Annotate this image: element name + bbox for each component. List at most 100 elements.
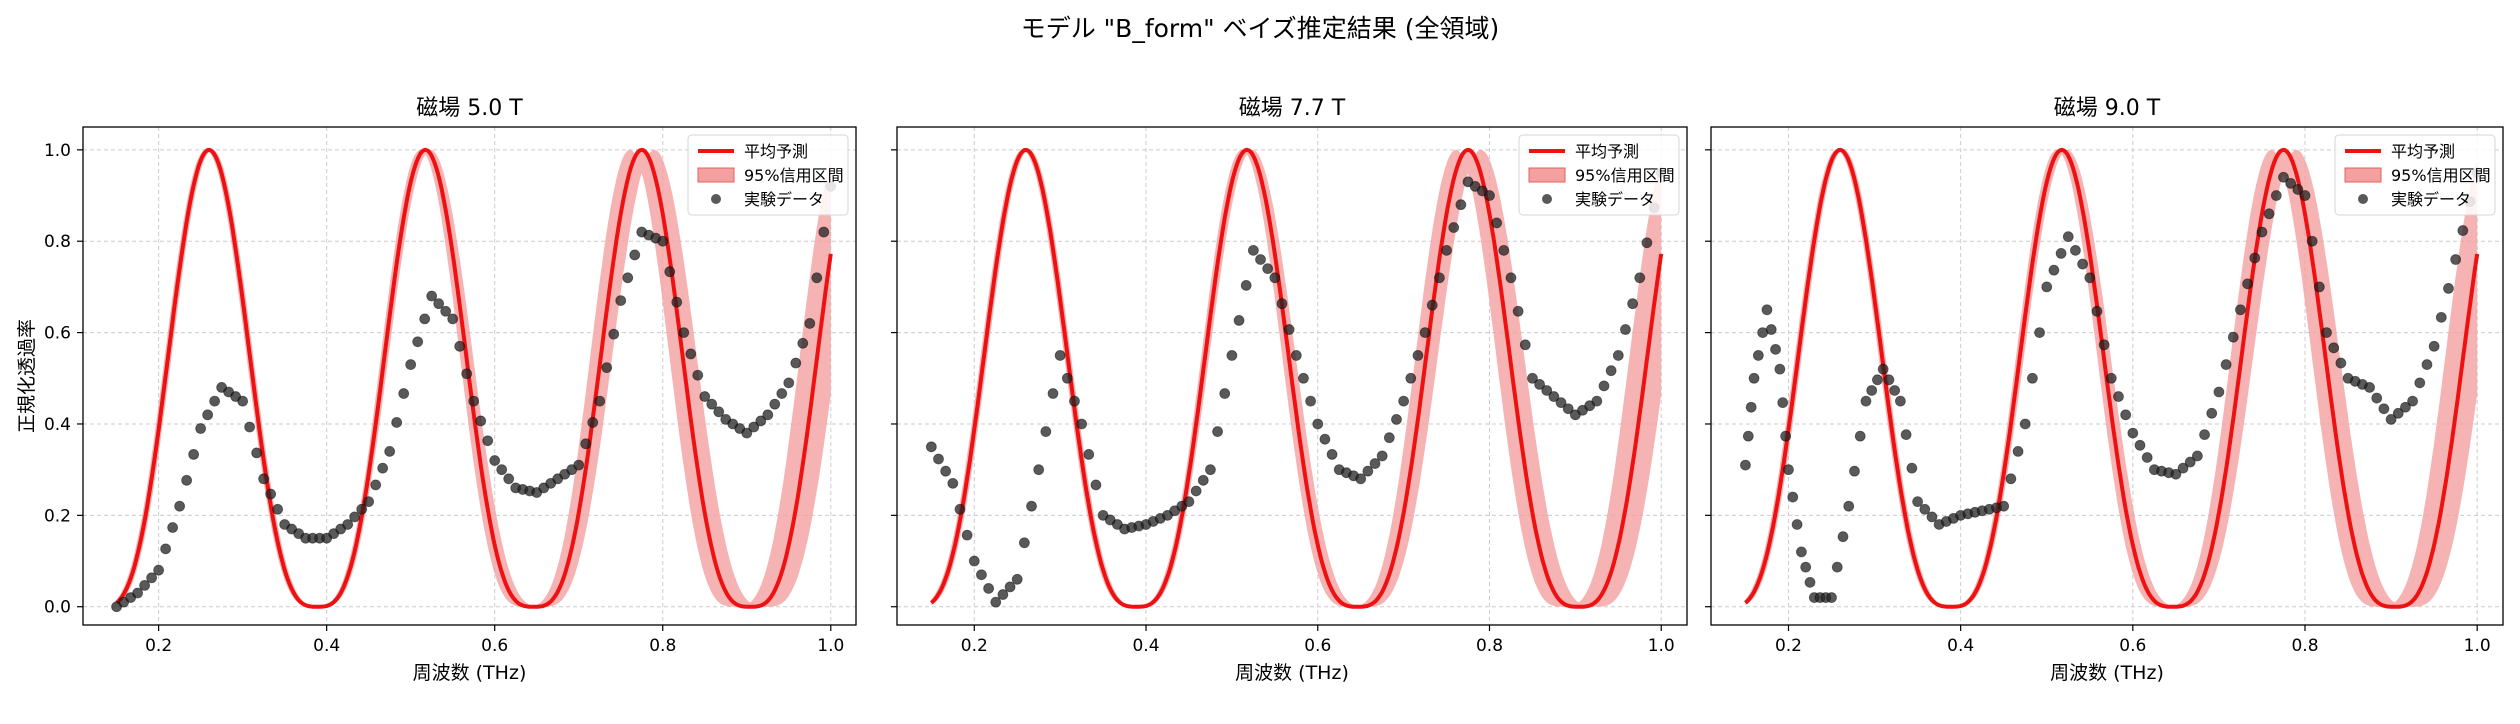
data-point	[1076, 418, 1088, 430]
mean-prediction-line	[930, 147, 1664, 609]
chart-panel-2: 0.2 0.4 0.6 0.8 1.0 磁場 7.7 T 周波数 (THz) 平均予測 95%信…	[891, 96, 1688, 684]
data-point	[377, 462, 389, 474]
data-point	[1498, 244, 1510, 256]
data-point	[657, 235, 669, 247]
data-point	[804, 318, 816, 329]
x-tick-label: 0.8	[1476, 636, 1503, 656]
data-point	[1926, 511, 1938, 523]
data-point	[2048, 264, 2060, 276]
x-tick-label: 0.4	[313, 636, 340, 656]
data-point	[167, 522, 179, 533]
data-point	[1491, 217, 1503, 229]
data-point	[1298, 372, 1309, 384]
data-point	[1484, 190, 1495, 201]
data-point	[1765, 324, 1777, 335]
data-point	[573, 459, 585, 471]
legend-data-swatch	[711, 194, 721, 204]
data-point	[2084, 272, 2096, 284]
data-point	[1047, 388, 1059, 399]
axes-frame	[1710, 126, 2504, 626]
data-point	[1598, 380, 1610, 392]
y-tick-label: 0.4	[44, 415, 71, 435]
legend-band-swatch	[1528, 167, 1566, 183]
data-point	[244, 421, 256, 433]
data-point	[146, 572, 158, 584]
data-point	[482, 435, 494, 447]
data-point	[2113, 391, 2124, 402]
data-point	[349, 511, 361, 523]
data-point	[503, 473, 515, 485]
panel-title: 磁場 7.7 T	[1239, 96, 1346, 121]
data-point	[2270, 190, 2282, 201]
data-point	[2414, 377, 2426, 389]
data-point	[976, 569, 987, 581]
data-point	[2184, 456, 2196, 468]
data-point	[1434, 272, 1445, 284]
data-point	[1412, 350, 1424, 361]
data-point	[1505, 272, 1517, 284]
data-point	[426, 290, 438, 302]
data-point	[139, 580, 151, 591]
data-point	[933, 453, 944, 465]
data-point	[2306, 235, 2318, 247]
data-point	[983, 583, 994, 594]
data-point	[468, 395, 480, 407]
data-point	[706, 398, 718, 410]
data-point	[2242, 278, 2254, 290]
data-point	[1011, 573, 1023, 585]
data-point	[2235, 304, 2246, 316]
data-point	[237, 395, 249, 407]
data-point	[433, 298, 445, 310]
data-point	[1854, 430, 1866, 442]
data-point	[258, 473, 270, 485]
data-point	[496, 464, 508, 476]
legend-band-swatch	[697, 167, 735, 183]
y-tick-label: 0.8	[44, 232, 71, 252]
data-point	[1627, 298, 1639, 310]
data-point	[692, 369, 704, 381]
data-point	[2206, 407, 2218, 419]
legend-data-swatch	[1542, 194, 1552, 204]
data-point	[1783, 464, 1794, 476]
data-point	[1877, 363, 1889, 375]
legend-label: 平均予測	[1575, 142, 1639, 161]
x-axis-label: 周波数 (THz)	[413, 662, 527, 684]
data-point	[2199, 429, 2210, 441]
data-point	[1605, 365, 1617, 377]
data-point	[412, 336, 424, 348]
data-point	[1826, 592, 1837, 603]
data-point	[2321, 327, 2332, 338]
data-point	[1026, 500, 1037, 512]
data-point	[1262, 263, 1274, 275]
data-point	[587, 417, 599, 428]
data-point	[2364, 382, 2375, 393]
x-tick-label: 0.4	[1947, 636, 1974, 656]
data-point	[2105, 372, 2117, 384]
data-point	[2313, 281, 2325, 293]
data-point	[1791, 519, 1803, 530]
legend-box	[687, 134, 849, 216]
experimental-data-series	[111, 180, 837, 613]
data-point	[2392, 407, 2404, 419]
figure-title: モデル "B_form" ベイズ推定結果 (全領域)	[1021, 14, 1500, 43]
data-point	[447, 313, 459, 325]
data-point	[1362, 465, 1374, 477]
data-point	[615, 295, 627, 307]
data-point	[1190, 485, 1202, 497]
data-point	[356, 503, 368, 515]
data-point	[2435, 311, 2447, 323]
x-tick-label: 0.2	[961, 636, 988, 656]
data-point	[1804, 576, 1816, 588]
credible-band	[116, 149, 831, 607]
data-point	[2127, 427, 2139, 439]
data-point	[1742, 430, 1754, 442]
data-point	[1247, 244, 1259, 256]
data-point	[1889, 385, 1901, 396]
data-point	[251, 447, 263, 459]
data-point	[1894, 395, 1906, 407]
data-point	[1860, 395, 1872, 407]
data-point	[1641, 237, 1653, 249]
data-point	[2098, 339, 2110, 351]
